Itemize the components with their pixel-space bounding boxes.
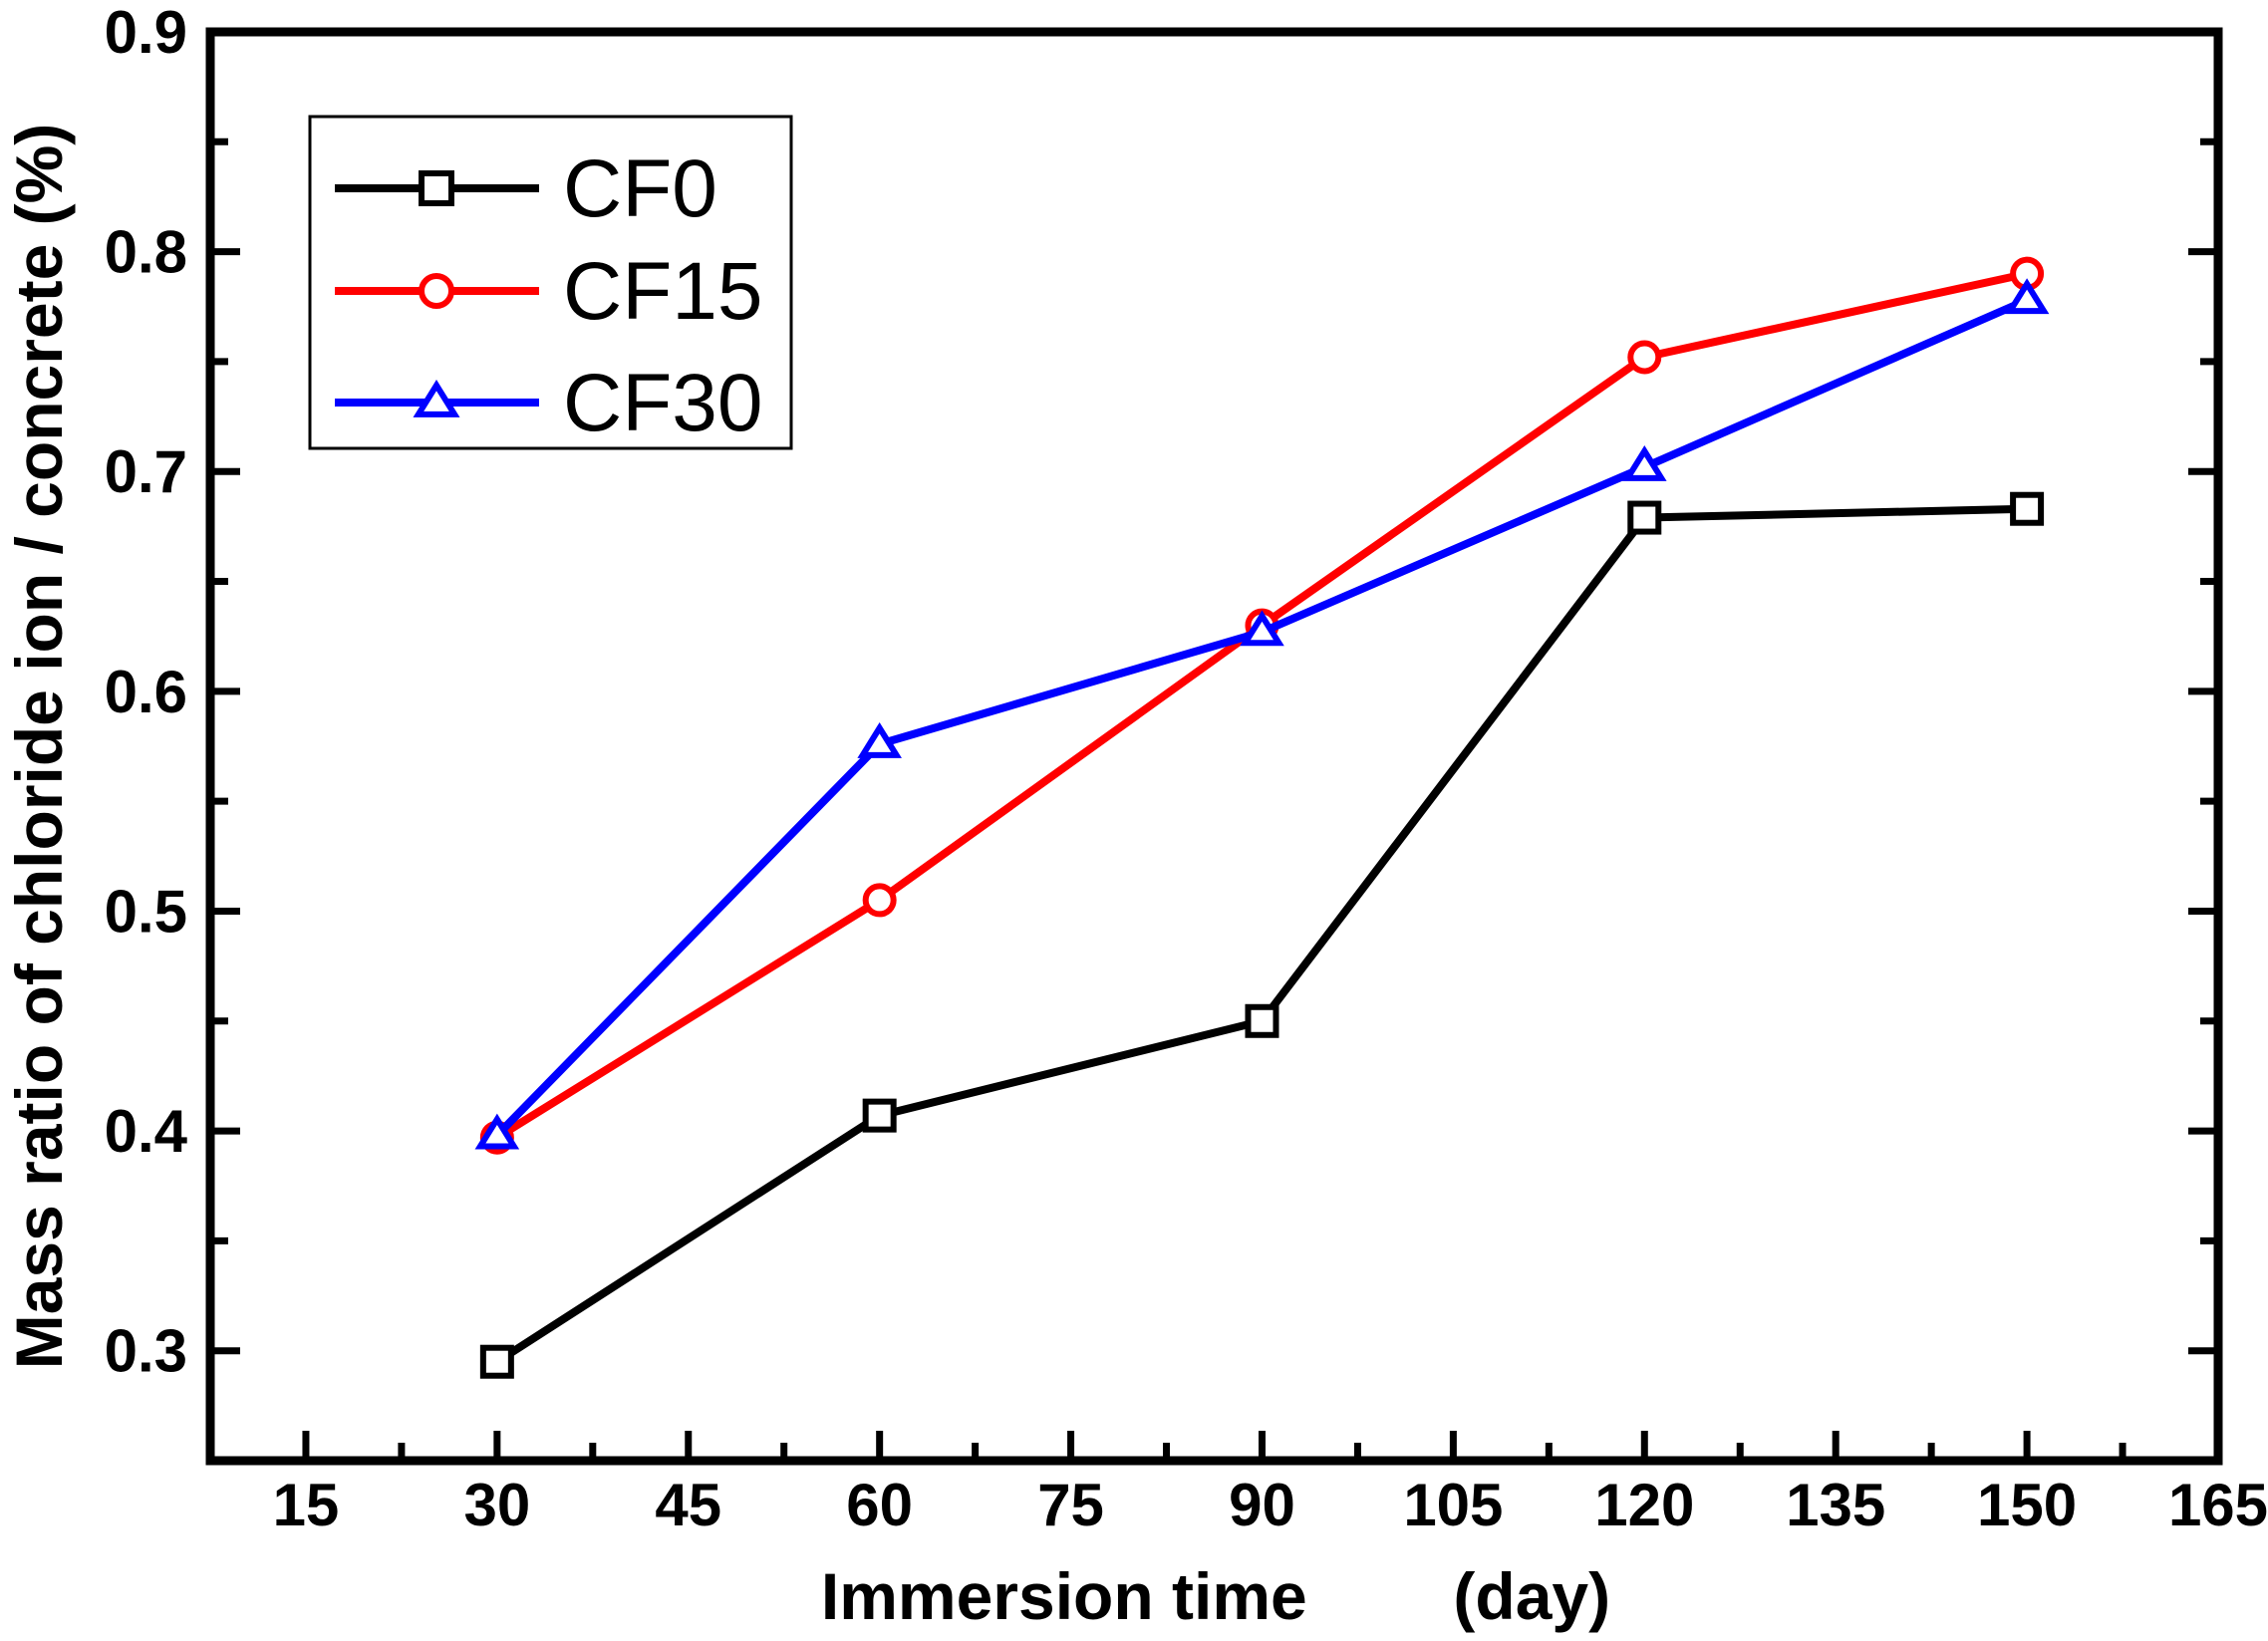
data-point-cf15 <box>862 883 897 918</box>
data-point-cf15 <box>1627 340 1662 375</box>
y-tick-label: 0.3 <box>105 1318 187 1385</box>
x-tick-label: 60 <box>846 1472 913 1538</box>
y-tick-label: 0.6 <box>105 659 187 725</box>
data-point-cf0 <box>2010 491 2045 526</box>
data-point-cf30 <box>2004 278 2050 315</box>
data-point-cf30 <box>474 1113 520 1150</box>
legend-marker-cf15 <box>419 273 454 309</box>
data-point-cf30 <box>857 721 902 758</box>
legend-item-cf15: CF15 <box>335 246 763 337</box>
legend-marker-cf30 <box>413 379 460 417</box>
x-tick-label: 30 <box>463 1472 530 1538</box>
ticks-layer <box>210 28 2222 1461</box>
x-tick-label: 90 <box>1229 1472 1295 1538</box>
x-tick-label: 105 <box>1403 1472 1503 1538</box>
legend-marker-cf0 <box>419 170 454 206</box>
data-point-cf30 <box>1240 610 1284 647</box>
x-tick-label: 45 <box>655 1472 721 1538</box>
x-tick-label: 120 <box>1594 1472 1694 1538</box>
y-tick-label: 0.5 <box>105 878 187 945</box>
x-tick-label: 75 <box>1037 1472 1104 1538</box>
legend: CF0 CF15 CF30 <box>308 115 793 450</box>
x-tick-label: 15 <box>273 1472 340 1538</box>
legend-label-cf0: CF0 <box>563 143 717 234</box>
y-tick-label: 0.9 <box>105 0 187 66</box>
legend-item-cf0: CF0 <box>335 143 717 234</box>
series-layer <box>474 256 2050 1379</box>
plot-frame <box>205 27 2223 1466</box>
labels-layer: 15 30 45 60 75 90 105 120 135 150 165 0.3 0.4 0.5 0.6 0… <box>105 0 2268 1538</box>
data-point-cf0 <box>1627 500 1662 535</box>
data-point-cf0 <box>862 1098 897 1133</box>
x-tick-label: 165 <box>2168 1472 2268 1538</box>
y-tick-label: 0.8 <box>105 219 187 286</box>
legend-item-cf30: CF30 <box>335 358 763 448</box>
data-point-cf30 <box>1621 444 1667 481</box>
y-tick-label: 0.7 <box>105 438 187 505</box>
data-point-cf0 <box>1245 1003 1279 1038</box>
y-axis-title: Mass ratio of chloride ion / concrete (%… <box>2 124 76 1370</box>
legend-label-cf15: CF15 <box>563 246 763 337</box>
y-tick-label: 0.4 <box>105 1098 188 1165</box>
x-tick-label: 150 <box>1977 1472 2077 1538</box>
x-tick-label: 135 <box>1786 1472 1885 1538</box>
legend-label-cf30: CF30 <box>563 358 763 448</box>
data-point-cf0 <box>479 1344 514 1379</box>
x-axis-title: Immersion time (day) <box>821 1559 1610 1633</box>
series-cf0 <box>479 491 2045 1379</box>
series-cf30 <box>474 278 2050 1150</box>
legend-box <box>308 115 793 450</box>
